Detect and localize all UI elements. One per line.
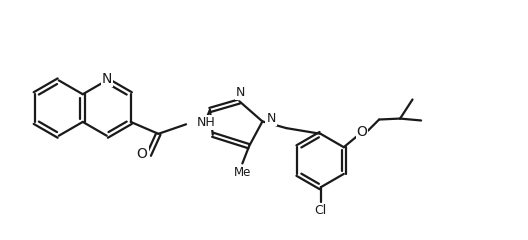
Text: O: O bbox=[137, 147, 148, 161]
Text: NH: NH bbox=[196, 116, 215, 129]
Text: O: O bbox=[356, 126, 367, 139]
Text: N: N bbox=[236, 86, 245, 99]
Text: N: N bbox=[266, 112, 276, 125]
Text: N: N bbox=[101, 72, 112, 86]
Text: Cl: Cl bbox=[315, 204, 327, 217]
Text: Me: Me bbox=[234, 166, 251, 179]
